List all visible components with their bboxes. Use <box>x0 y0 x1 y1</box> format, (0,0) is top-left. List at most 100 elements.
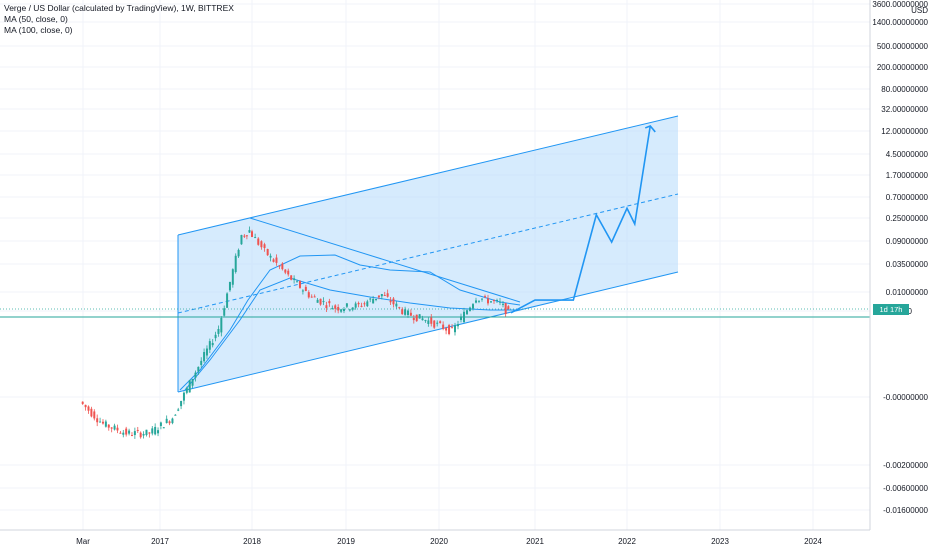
price-tick-label: -0.00600000 <box>883 484 928 493</box>
candle-body <box>313 296 316 298</box>
indicator-ma100[interactable]: MA (100, close, 0) <box>4 25 73 35</box>
price-tick-label: 1.70000000 <box>886 171 929 180</box>
candle-body <box>478 300 480 302</box>
candle-body <box>162 427 165 429</box>
candle-body <box>322 301 325 303</box>
price-tick-label: 0.09000000 <box>886 237 929 246</box>
candle-body <box>298 281 301 288</box>
time-tick-label: Mar <box>76 537 90 546</box>
descending-trendline <box>249 217 521 303</box>
price-tick-label: 4.50000000 <box>886 150 929 159</box>
candle-body <box>171 418 174 424</box>
candle-body <box>284 269 287 273</box>
candle-body <box>257 238 260 245</box>
candle-body <box>357 302 360 305</box>
candle-body <box>375 298 378 300</box>
candle-body <box>412 317 415 321</box>
candle-body <box>290 275 293 280</box>
bar-countdown-badge: 1d 17h <box>873 304 909 315</box>
candle-body <box>369 298 372 300</box>
candle-body <box>345 303 348 307</box>
candle-body <box>148 432 151 434</box>
candle-body <box>243 235 246 237</box>
candle-body <box>237 249 240 257</box>
candle-body <box>223 308 226 316</box>
candle-body <box>278 265 281 267</box>
candle-body <box>304 286 307 291</box>
candle-body <box>328 301 331 304</box>
projection-arrowhead <box>644 124 656 133</box>
projection-path <box>510 125 652 314</box>
candle-body <box>128 430 131 434</box>
time-tick-label: 2024 <box>804 537 822 546</box>
candle-body <box>139 432 142 438</box>
candle-body <box>439 321 442 323</box>
candle-body <box>392 298 395 305</box>
candle-body <box>457 324 459 327</box>
candle-body <box>145 429 148 436</box>
candle-body <box>325 305 328 309</box>
candle-body <box>380 294 383 297</box>
candle-body <box>174 414 177 416</box>
candle-body <box>475 300 477 303</box>
chart-title: Verge / US Dollar (calculated by Trading… <box>4 3 234 13</box>
candle-body <box>104 421 107 427</box>
candle-body <box>493 300 495 302</box>
candle-body <box>421 318 424 321</box>
price-tick-label: -0.00200000 <box>883 461 928 470</box>
price-tick-label: 3600.00000000 <box>872 0 928 9</box>
candle-body <box>463 311 465 323</box>
chart-legend: Verge / US Dollar (calculated by Trading… <box>4 3 234 36</box>
candle-body <box>469 307 471 311</box>
candle-body <box>460 316 462 320</box>
indicator-ma50[interactable]: MA (50, close, 0) <box>4 14 68 24</box>
candle-body <box>296 281 299 283</box>
candle-body <box>157 430 160 434</box>
candle-body <box>180 400 183 407</box>
candle-body <box>142 433 145 436</box>
candle-body <box>499 301 501 303</box>
candle-body <box>228 281 231 291</box>
candle-body <box>398 307 401 309</box>
candle-body <box>451 327 454 329</box>
time-tick-label: 2020 <box>430 537 448 546</box>
candle-body <box>424 320 427 322</box>
candle-body <box>269 255 272 258</box>
candle-body <box>217 328 220 334</box>
candle-body <box>226 293 229 308</box>
candle-body <box>182 392 185 401</box>
candle-body <box>496 300 498 302</box>
price-axis-bg <box>870 0 932 530</box>
candle-body <box>454 325 456 333</box>
price-tick-label: 12.00000000 <box>881 127 928 136</box>
candle-body <box>466 310 468 315</box>
candle-body <box>130 435 133 437</box>
candle-body <box>490 301 492 303</box>
ma-100-line <box>184 277 520 391</box>
candle-body <box>404 309 407 315</box>
candle-body <box>87 406 90 411</box>
candle-body <box>430 317 433 324</box>
candle-body <box>407 310 409 315</box>
ma-50-line <box>179 254 521 391</box>
candle-body <box>281 263 284 270</box>
candle-body <box>251 231 253 237</box>
candle-body <box>445 328 448 331</box>
candle-body <box>316 299 319 303</box>
candle-body <box>272 259 275 262</box>
price-tick-label: 80.00000000 <box>881 85 928 94</box>
time-tick-label: 2017 <box>151 537 169 546</box>
candle-body <box>90 408 93 417</box>
candle-body <box>84 404 87 408</box>
candle-body <box>234 255 237 273</box>
candle-body <box>448 325 451 335</box>
candle-body <box>360 305 363 307</box>
candle-body <box>502 303 504 305</box>
candle-body <box>191 378 194 386</box>
channel-lower-line <box>177 271 679 393</box>
candle-body <box>122 432 125 435</box>
candle-body <box>99 421 102 423</box>
candle-body <box>200 360 203 365</box>
candle-body <box>107 424 110 428</box>
